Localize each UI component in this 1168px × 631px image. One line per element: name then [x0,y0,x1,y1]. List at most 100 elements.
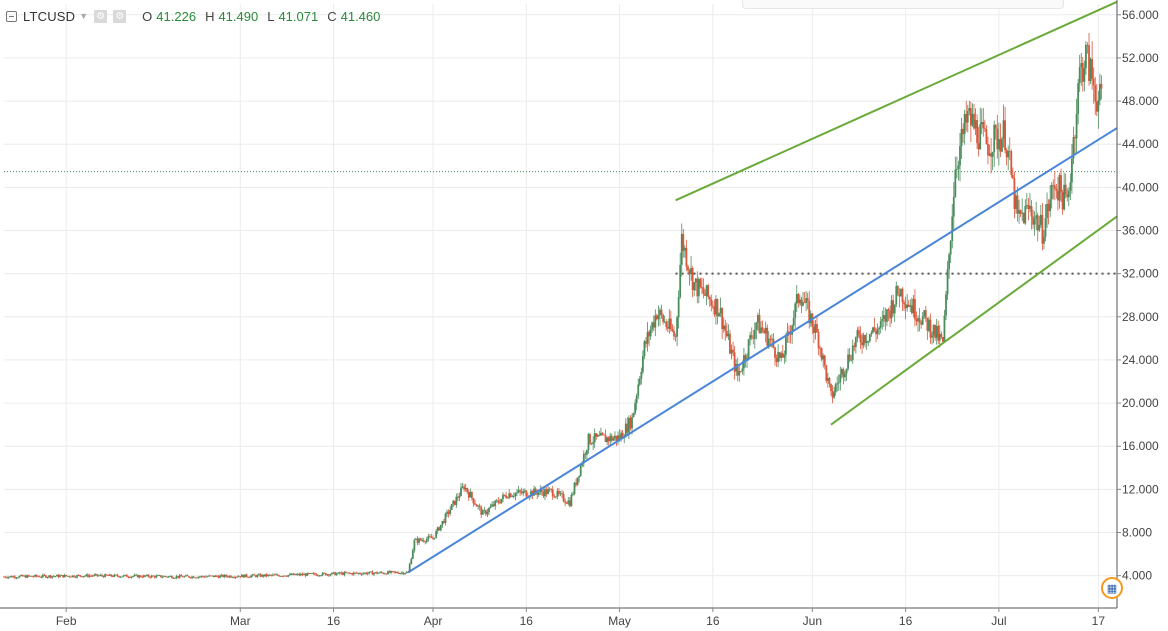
candle-body [198,576,201,578]
candle-body [514,493,517,497]
candle-body [411,550,414,559]
candle-body [856,330,859,338]
candle-body [575,482,577,485]
candle-body [805,298,808,303]
candle-body [441,521,444,525]
candle-body [186,575,189,577]
candle-body [561,493,563,495]
candle-body [940,333,943,338]
high-label: H [205,8,215,24]
candle-body [498,502,501,504]
candle-body [202,575,204,577]
candle-body [261,574,263,577]
candle-body [702,287,705,294]
time-axis[interactable]: Feb Mar 16 Apr 16 May 16 Jun 16 Jul 17 [56,608,1106,628]
candle-body [219,575,221,578]
candle-body [174,577,176,579]
candle-body [865,341,868,344]
candle-body [802,302,804,306]
candle-body [655,315,658,320]
candle-body [438,527,441,531]
candle-body [932,324,935,336]
grid-vertical [65,4,1099,608]
candle-body [750,335,753,338]
channel-upper-line[interactable] [675,0,1118,202]
candle-body [220,574,223,576]
candle-body [994,124,997,129]
candle-body [645,341,647,344]
candle-body [178,575,181,578]
candle-body [809,313,812,324]
symbol-box-icon[interactable] [6,10,17,22]
candle-body [286,576,288,577]
channel-lower-line[interactable] [830,215,1118,426]
candle-body [774,347,776,358]
candle-body [1016,195,1019,214]
candle-body [764,327,767,334]
candle-body [251,574,254,576]
candle-body [825,365,828,381]
candle-body [845,368,848,374]
candle-body [968,108,971,112]
candle-body [188,576,190,578]
logo-icon[interactable]: ▦ [1101,577,1123,599]
candle-body [985,129,988,144]
candle-body [6,577,9,579]
candle-body [1007,151,1010,158]
settings-icon[interactable]: ⚙ [94,9,108,23]
candle-body [13,576,16,578]
candle-body [256,574,259,577]
candle-body [533,488,535,496]
candle-body [979,124,982,150]
candle-body [329,574,332,576]
candle-body [1083,68,1086,82]
candle-body [954,169,957,197]
candle-body [682,233,685,251]
candle-body [250,575,253,578]
candle-body [93,574,96,576]
candle-body [512,496,515,497]
candle-body [904,304,907,309]
candle-body [1075,114,1078,139]
candle-body [837,382,840,384]
candle-body [276,574,279,576]
candle-body [548,488,551,490]
candle-body [565,502,568,504]
candle-body [870,332,873,335]
y-tick-label: 8.000 [1122,526,1152,540]
compare-icon[interactable]: ⚙ [113,9,127,23]
price-axis[interactable]: 4.000 8.000 12.000 16.000 20.000 24.000 28.000… [1117,8,1159,583]
candle-body [859,334,862,343]
candle-body [1010,151,1013,176]
candle-body [578,475,581,478]
candle-body [1022,212,1025,224]
candle-body [780,353,783,358]
candle-body [890,300,893,319]
candle-body [603,434,605,436]
candle-body [264,574,267,577]
candle-body [161,576,164,578]
symbol-name[interactable]: LTCUSD [23,8,76,24]
candle-body [393,571,396,573]
candle-body [354,572,357,574]
candle-body [382,572,385,574]
candle-body [359,573,361,574]
candle-body [258,574,260,576]
y-tick-label: 44.000 [1122,137,1159,151]
trendline[interactable] [407,127,1118,574]
candle-body [534,488,537,493]
candle-body [519,490,521,492]
dropdown-caret-icon[interactable]: ▼ [79,11,89,21]
candle-body [163,576,166,577]
candle-body [363,572,366,574]
candle-body [921,316,924,325]
candle-body [901,288,904,303]
candle-body [996,128,999,150]
candle-body [222,574,225,578]
candle-body [1039,214,1042,225]
candle-body [27,575,30,577]
candle-body [87,574,89,577]
candle-body [959,145,961,166]
candle-body [4,576,7,578]
